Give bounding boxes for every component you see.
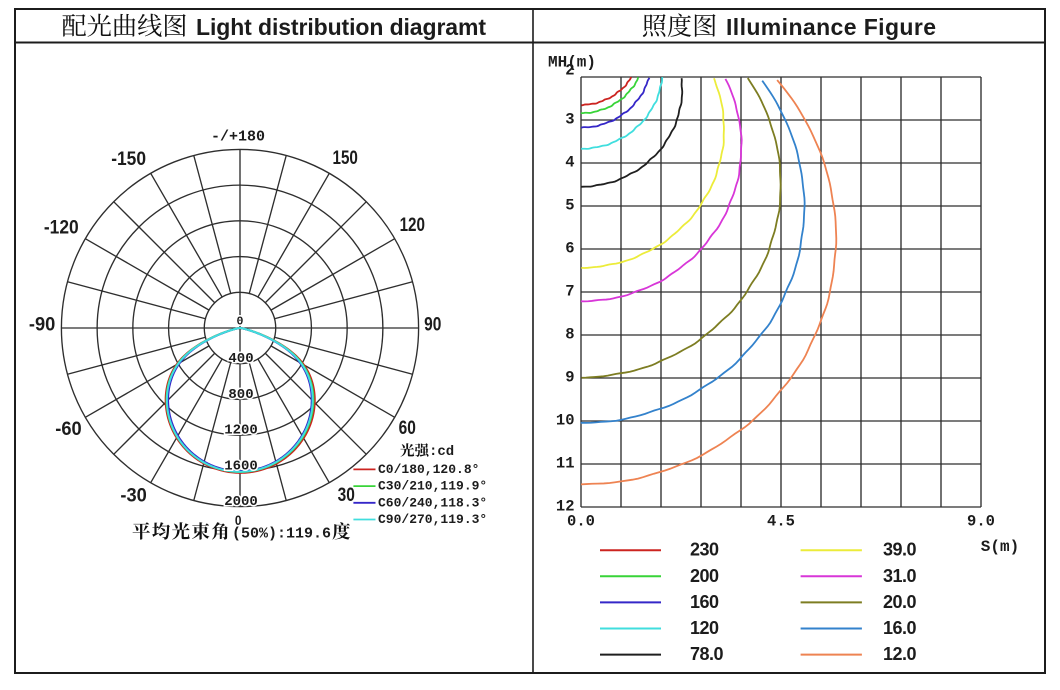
svg-text:Illuminance Figure: Illuminance Figure xyxy=(726,14,936,40)
svg-text:Light distribution diagramt: Light distribution diagramt xyxy=(196,14,486,40)
svg-text:20.0: 20.0 xyxy=(883,592,917,612)
svg-text:C60/240,118.3°: C60/240,118.3° xyxy=(378,495,487,510)
svg-text:C90/270,119.3°: C90/270,119.3° xyxy=(378,512,487,527)
svg-text:C0/180,120.8°: C0/180,120.8° xyxy=(378,462,479,477)
svg-text:120: 120 xyxy=(400,215,425,236)
svg-text:120: 120 xyxy=(690,618,719,638)
svg-text:12: 12 xyxy=(556,498,575,516)
svg-text:9: 9 xyxy=(565,369,574,387)
svg-text:MH(m): MH(m) xyxy=(548,54,596,72)
svg-text:-120: -120 xyxy=(44,217,79,238)
svg-text:C30/210,119.9°: C30/210,119.9° xyxy=(378,479,487,494)
svg-text:-150: -150 xyxy=(111,149,146,170)
svg-text:16.0: 16.0 xyxy=(883,618,917,638)
svg-text:150: 150 xyxy=(333,148,358,169)
svg-text:90: 90 xyxy=(424,314,441,335)
svg-text:31.0: 31.0 xyxy=(883,566,917,586)
svg-text:60: 60 xyxy=(399,418,416,439)
svg-text:7: 7 xyxy=(565,283,574,301)
svg-text:-30: -30 xyxy=(120,486,146,507)
svg-text:-60: -60 xyxy=(55,419,81,440)
svg-text:-/+180: -/+180 xyxy=(211,129,265,146)
svg-text:9.0: 9.0 xyxy=(967,513,995,531)
svg-text::cd: :cd xyxy=(429,444,454,460)
svg-text:2000: 2000 xyxy=(224,494,258,510)
svg-text:11: 11 xyxy=(556,455,575,473)
svg-text:160: 160 xyxy=(690,592,719,612)
svg-text:30: 30 xyxy=(338,485,355,506)
svg-text:1600: 1600 xyxy=(224,458,258,474)
svg-text:6: 6 xyxy=(565,240,574,258)
svg-text:0: 0 xyxy=(237,315,244,328)
svg-text:8: 8 xyxy=(565,326,574,344)
svg-text:200: 200 xyxy=(690,566,719,586)
svg-text:12.0: 12.0 xyxy=(883,644,917,664)
svg-text:(50%):119.6: (50%):119.6 xyxy=(232,526,331,543)
svg-text:78.0: 78.0 xyxy=(690,644,724,664)
svg-text:-90: -90 xyxy=(29,315,55,336)
svg-text:0.0: 0.0 xyxy=(567,513,595,531)
svg-text:3: 3 xyxy=(565,111,574,129)
svg-text:10: 10 xyxy=(556,412,575,430)
svg-text:1200: 1200 xyxy=(224,423,258,439)
svg-text:2: 2 xyxy=(565,62,574,80)
svg-text:5: 5 xyxy=(565,197,574,215)
svg-text:400: 400 xyxy=(228,351,253,367)
svg-text:39.0: 39.0 xyxy=(883,540,917,560)
svg-text:0: 0 xyxy=(235,512,242,528)
svg-text:230: 230 xyxy=(690,540,719,560)
svg-text:800: 800 xyxy=(228,387,253,403)
svg-text:4.5: 4.5 xyxy=(767,513,795,531)
svg-text:4: 4 xyxy=(565,154,574,172)
svg-text:S(m): S(m) xyxy=(981,538,1019,556)
